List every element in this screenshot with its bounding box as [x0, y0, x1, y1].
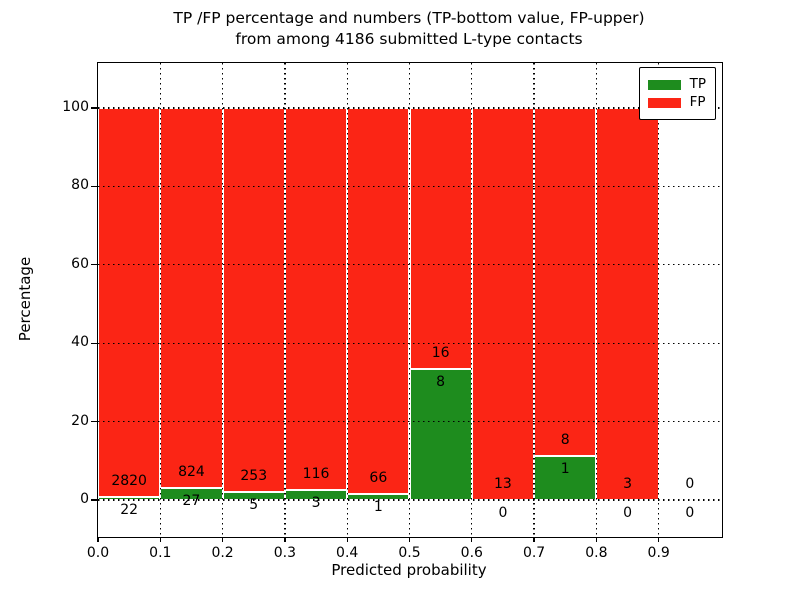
fp-count-label: 8 [560, 432, 570, 449]
x-tick-label: 0.6 [460, 545, 483, 561]
bar-segment-fp [284, 108, 348, 491]
tp-count-label: 27 [182, 492, 201, 509]
x-tick-mark [159, 537, 161, 542]
x-tick-mark [533, 537, 535, 542]
x-tick-mark [284, 537, 286, 542]
bar-segment-fp [222, 108, 285, 493]
gridline-vertical [471, 63, 473, 537]
tp-count-label: 3 [311, 495, 321, 512]
fp-count-label: 3 [623, 476, 632, 492]
chart-title-line1: TP /FP percentage and numbers (TP-bottom… [173, 9, 645, 27]
x-tick-label: 0.5 [398, 545, 421, 561]
x-tick-label: 0.7 [522, 545, 546, 561]
y-tick-mark [91, 499, 97, 501]
tp-count-label: 0 [498, 505, 508, 521]
x-tick-mark [346, 537, 348, 542]
fp-count-label: 0 [685, 476, 695, 492]
bar-segment-fp [596, 108, 659, 500]
x-tick-mark [97, 537, 99, 542]
tp-count-label: 0 [685, 505, 695, 521]
tp-count-label: 0 [623, 505, 632, 521]
y-tick-mark [91, 185, 97, 188]
y-tick-label: 80 [71, 177, 89, 194]
bar-segment-fp [534, 108, 597, 457]
x-tick-mark [658, 537, 660, 542]
legend-label-tp: TP [689, 76, 706, 92]
fp-count-label: 116 [302, 466, 330, 483]
gridline-vertical [533, 63, 535, 537]
fp-count-label: 16 [431, 345, 450, 362]
x-tick-label: 0.4 [336, 545, 359, 561]
gridline-vertical [221, 63, 224, 537]
gridline-vertical [346, 63, 348, 537]
legend-entry-tp: TP [647, 76, 706, 92]
legend-swatch-fp [647, 97, 681, 108]
y-tick-mark [91, 107, 97, 109]
x-tick-label: 0.1 [149, 545, 172, 561]
y-tick-mark [91, 264, 97, 266]
chart-title: TP /FP percentage and numbers (TP-bottom… [97, 8, 721, 50]
x-tick-label: 0.9 [647, 545, 670, 561]
x-tick-label: 0.8 [585, 545, 608, 561]
bar-segment-fp [471, 108, 535, 500]
x-tick-mark [221, 537, 224, 542]
x-tick-label: 0.3 [273, 545, 297, 561]
bar-segment-fp [160, 108, 223, 488]
x-tick-mark [471, 537, 473, 542]
gridline-vertical [408, 63, 411, 537]
fp-count-label: 253 [240, 468, 268, 485]
tp-count-label: 1 [560, 461, 570, 478]
bar-segment-fp [98, 108, 161, 497]
x-tick-label: 0.2 [211, 545, 234, 561]
gridline-vertical [595, 63, 598, 537]
y-tick-label: 40 [71, 334, 89, 351]
x-tick-mark [408, 537, 411, 542]
gridline-vertical [284, 63, 286, 537]
legend-entry-fp: FP [647, 94, 706, 110]
gridline-vertical [658, 63, 660, 537]
x-axis-label: Predicted probability [331, 561, 487, 579]
y-axis-label: Percentage [16, 256, 35, 342]
chart-title-line2: from among 4186 submitted L-type contact… [235, 30, 583, 48]
y-tick-mark [91, 342, 97, 344]
fp-count-label: 66 [369, 470, 388, 487]
y-tick-label: 60 [71, 255, 89, 272]
fp-count-label: 2820 [111, 472, 147, 489]
bar-segment-fp [347, 108, 410, 495]
y-tick-label: 100 [62, 99, 89, 115]
legend: TP FP [638, 67, 716, 120]
x-tick-label: 0.0 [86, 545, 110, 561]
legend-swatch-tp [647, 79, 681, 90]
tp-count-label: 5 [249, 497, 259, 514]
bar-segment-fp [409, 108, 472, 370]
y-tick-mark [91, 420, 97, 423]
gridline-vertical [159, 63, 161, 537]
fp-count-label: 13 [494, 476, 512, 492]
x-tick-mark [595, 537, 598, 542]
tp-count-label: 8 [436, 374, 446, 391]
tp-count-label: 22 [120, 501, 139, 518]
fp-count-label: 824 [178, 463, 205, 480]
y-tick-label: 0 [80, 491, 89, 507]
legend-label-fp: FP [689, 94, 706, 110]
plot-area: TP FP 2820 22 824 27 253 5 116 3 66 1 16 8 13 0 8 1 3 0 0 0 0… [62, 62, 723, 561]
y-tick-label: 20 [71, 412, 89, 429]
tp-count-label: 1 [373, 499, 383, 516]
y-axis-label-wrap: Percentage [8, 62, 42, 536]
